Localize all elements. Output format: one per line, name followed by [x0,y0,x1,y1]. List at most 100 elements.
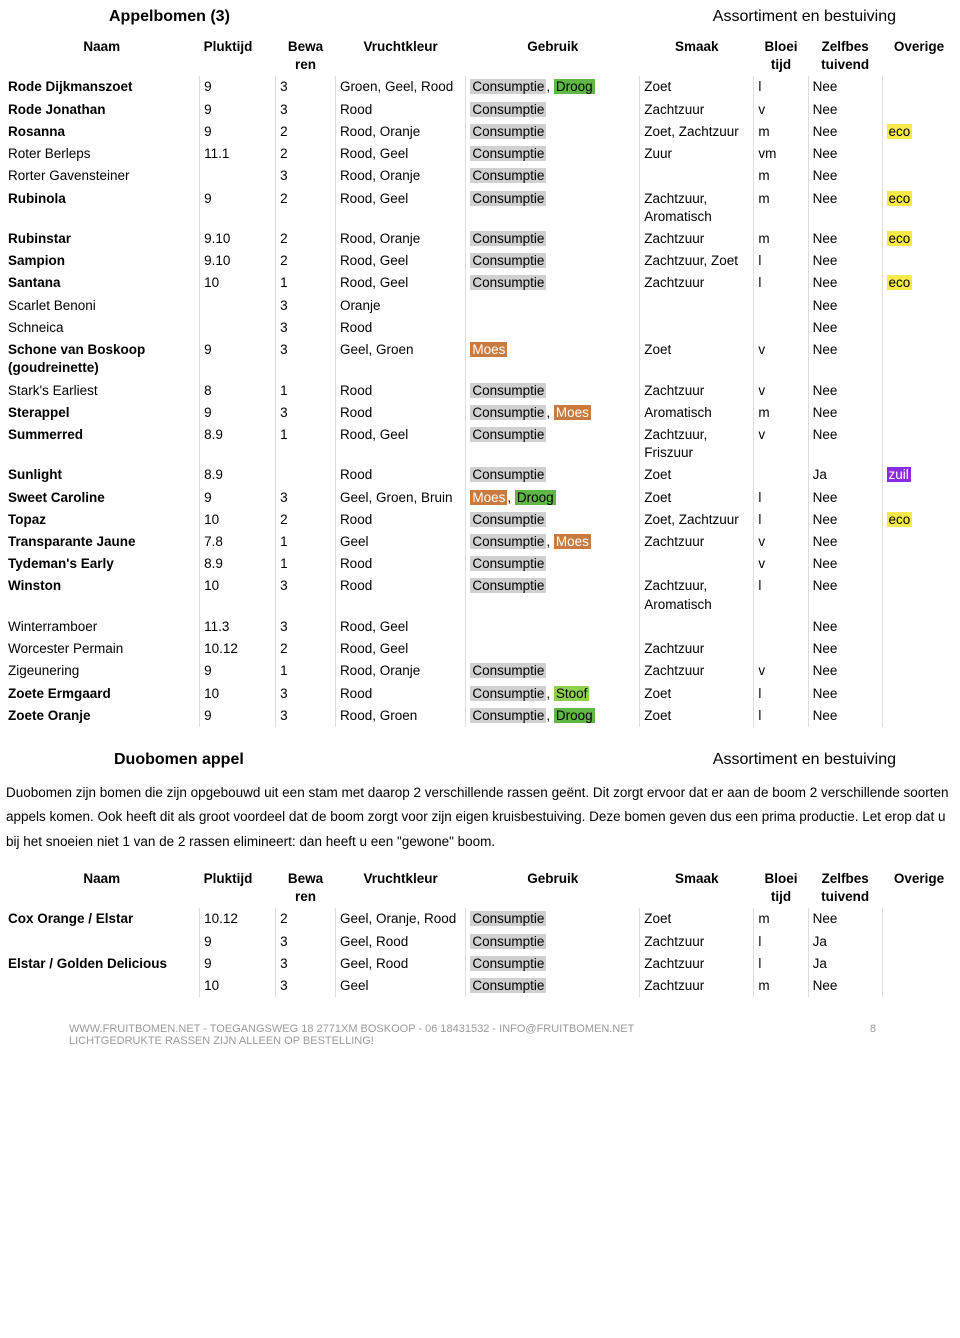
cell-kleur: Geel, Oranje, Rood [335,908,465,930]
cell-over [882,660,956,682]
cell-bewa: 2 [276,188,336,228]
cell-over [882,575,956,615]
cell-smaak: Zoet [640,705,754,727]
cell-bewa: 3 [276,317,336,339]
footer-line1: WWW.FRUITBOMEN.NET - TOEGANGSWEG 18 2771… [69,1023,634,1035]
col2-zelf: Zelfbestuivend [808,868,882,908]
cell-bewa: 3 [276,339,336,379]
cell-smaak [640,317,754,339]
cell-over [882,380,956,402]
cell-over [882,975,956,997]
table-row: Rorter Gavensteiner3Rood, OranjeConsumpt… [4,165,956,187]
cell-naam: Tydeman's Early [4,553,200,575]
cell-bewa: 3 [276,575,336,615]
cell-bewa: 3 [276,931,336,953]
cell-gebruik: Consumptie [466,424,640,464]
cell-smaak: Zachtzuur [640,272,754,294]
cell-zelf: Nee [808,531,882,553]
cell-bewa: 3 [276,616,336,638]
cell-kleur: Rood, Geel [335,250,465,272]
cell-naam: Sunlight [4,464,200,486]
cell-smaak: Zachtzuur [640,931,754,953]
cell-bloei: v [754,99,808,121]
col-kleur: Vruchtkleur [335,36,465,76]
cell-pluk: 8.9 [200,424,276,464]
header2-left: Duobomen appel [114,751,244,769]
col2-over: Overige [882,868,956,908]
cell-over [882,99,956,121]
cell-pluk: 10 [200,575,276,615]
cell-over [882,76,956,98]
cell-smaak: Zachtzuur [640,638,754,660]
cell-zelf: Nee [808,908,882,930]
cell-gebruik: Consumptie, Moes [466,531,640,553]
cell-naam: Zigeunering [4,660,200,682]
col2-gebruik: Gebruik [466,868,640,908]
cell-naam: Rubinola [4,188,200,228]
cell-gebruik: Consumptie [466,660,640,682]
cell-pluk: 7.8 [200,531,276,553]
cell-over [882,339,956,379]
table-head-2: Naam Pluktijd Bewaren Vruchtkleur Gebrui… [4,868,956,908]
cell-kleur: Rood, Oranje [335,165,465,187]
cell-naam: Transparante Jaune [4,531,200,553]
cell-pluk: 10.12 [200,638,276,660]
col-gebruik: Gebruik [466,36,640,76]
cell-pluk: 9 [200,76,276,98]
cell-kleur: Rood [335,380,465,402]
col2-naam: Naam [4,868,200,908]
cell-bewa: 3 [276,402,336,424]
cell-bloei: l [754,509,808,531]
table-head: Naam Pluktijd Bewaren Vruchtkleur Gebrui… [4,36,956,76]
cell-over [882,953,956,975]
cell-gebruik: Moes, Droog [466,487,640,509]
cell-naam: Sweet Caroline [4,487,200,509]
cell-naam: Schone van Boskoop (goudreinette) [4,339,200,379]
cell-gebruik: Consumptie [466,575,640,615]
cell-pluk: 9.10 [200,228,276,250]
cell-bloei: v [754,531,808,553]
cell-bloei: l [754,705,808,727]
table-row: Zigeunering91Rood, OranjeConsumptieZacht… [4,660,956,682]
cell-naam: Elstar / Golden Delicious [4,953,200,975]
cell-bloei: l [754,272,808,294]
cell-pluk: 9 [200,953,276,975]
col2-pluk: Pluktijd [200,868,276,908]
cell-zelf: Ja [808,464,882,486]
cell-bewa: 3 [276,683,336,705]
cell-bloei: m [754,188,808,228]
cell-kleur: Rood [335,464,465,486]
table-row: Sunlight8.9RoodConsumptieZoetJazuil [4,464,956,486]
cell-naam: Scarlet Benoni [4,295,200,317]
cell-kleur: Rood, Oranje [335,121,465,143]
cell-over: eco [882,121,956,143]
cell-bloei: v [754,424,808,464]
cell-gebruik: Moes [466,339,640,379]
cell-bewa: 1 [276,660,336,682]
table-row: Roter Berleps11.12Rood, GeelConsumptieZu… [4,143,956,165]
cell-gebruik: Consumptie [466,250,640,272]
cell-naam: Rubinstar [4,228,200,250]
cell-kleur: Rood [335,553,465,575]
cell-naam: Roter Berleps [4,143,200,165]
cell-kleur: Rood [335,99,465,121]
col-naam: Naam [4,36,200,76]
cell-over: eco [882,272,956,294]
table-row: Sterappel93RoodConsumptie, MoesAromatisc… [4,402,956,424]
cell-bloei [754,317,808,339]
cell-kleur: Rood, Geel [335,424,465,464]
cell-over [882,317,956,339]
cell-smaak: Zoet [640,76,754,98]
cell-gebruik: Consumptie, Droog [466,76,640,98]
cell-bloei [754,616,808,638]
cell-naam: Winterramboer [4,616,200,638]
cell-smaak: Zachtzuur, Aromatisch [640,575,754,615]
table-row: Topaz102RoodConsumptieZoet, ZachtzuurlNe… [4,509,956,531]
cell-kleur: Geel [335,975,465,997]
cell-over [882,250,956,272]
cell-smaak [640,295,754,317]
cell-smaak [640,553,754,575]
cell-smaak: Zachtzuur, Aromatisch [640,188,754,228]
cell-smaak: Zachtzuur [640,380,754,402]
cell-bloei: l [754,250,808,272]
